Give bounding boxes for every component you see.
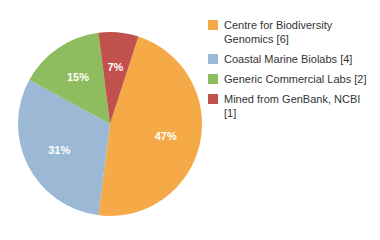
svg-text:47%: 47% [155, 130, 177, 142]
html-text:Centre for Biodiversity Genomi: Centre for Biodiversity Genomics [6] [224, 19, 333, 45]
html-text:Coastal Marine Biolabs [4]: Coastal Marine Biolabs [4] [224, 53, 353, 65]
html-text:Generic Commercial Labs [2]: Generic Commercial Labs [2] [224, 73, 367, 85]
svg-text:15%: 15% [67, 71, 89, 83]
svg-text:7%: 7% [107, 61, 123, 73]
svg-text:31%: 31% [48, 144, 70, 156]
html-text:Mined from GenBank, NCBI [1]: Mined from GenBank, NCBI [1] [224, 93, 361, 119]
